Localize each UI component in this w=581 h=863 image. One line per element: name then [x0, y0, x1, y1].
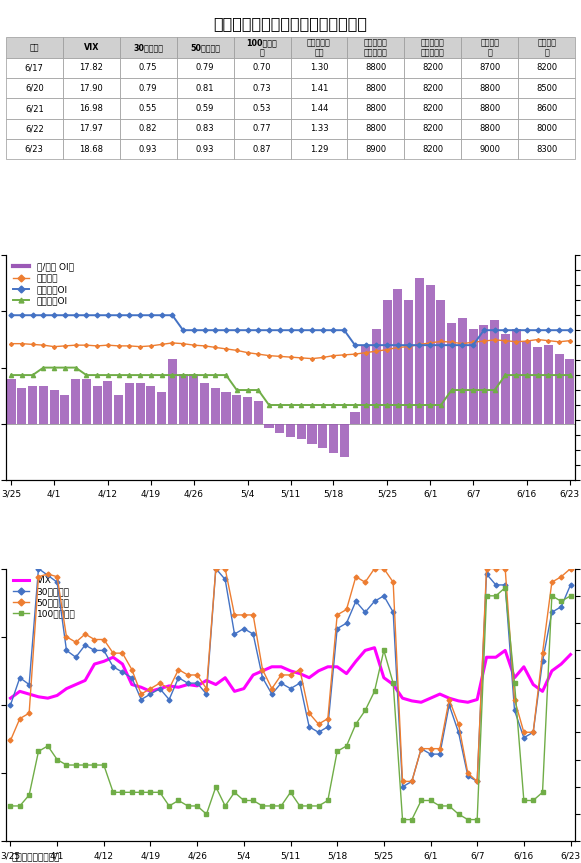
Bar — [393, 289, 403, 424]
Bar — [189, 375, 198, 424]
Bar — [447, 323, 456, 424]
Bar — [522, 341, 532, 424]
Bar — [383, 300, 392, 424]
Bar — [372, 330, 381, 424]
Bar — [49, 390, 59, 424]
Bar — [146, 386, 155, 424]
Bar — [82, 379, 91, 424]
Bar — [318, 424, 327, 449]
Bar — [264, 424, 274, 428]
Legend: 賣/買權 OI比, 加權指數, 買權最大OI, 賣權最大OI: 賣/買權 OI比, 加權指數, 買權最大OI, 賣權最大OI — [10, 260, 76, 308]
Bar — [479, 325, 489, 424]
Text: 選擇權波動率指數與賣買權未平仓比: 選擇權波動率指數與賣買權未平仓比 — [213, 16, 368, 31]
Bar — [232, 394, 241, 424]
Bar — [361, 345, 370, 424]
Bar — [533, 348, 542, 424]
Text: 統一期貨研究科製作: 統一期貨研究科製作 — [12, 854, 60, 862]
Bar — [490, 320, 499, 424]
Bar — [200, 383, 209, 424]
Bar — [511, 330, 521, 424]
Bar — [415, 278, 424, 424]
Bar — [157, 393, 166, 424]
Bar — [404, 300, 413, 424]
Bar — [458, 318, 467, 424]
Bar — [243, 397, 252, 424]
Bar — [71, 379, 80, 424]
Bar — [103, 381, 113, 424]
Bar — [125, 383, 134, 424]
Bar — [168, 359, 177, 424]
Bar — [565, 359, 575, 424]
Bar — [135, 383, 145, 424]
Bar — [39, 386, 48, 424]
Bar — [92, 386, 102, 424]
Bar — [211, 387, 220, 424]
Bar — [340, 424, 349, 457]
Bar — [286, 424, 295, 438]
Bar — [28, 386, 37, 424]
Bar — [6, 379, 16, 424]
Bar — [307, 424, 317, 444]
Bar — [544, 345, 553, 424]
Bar — [254, 401, 263, 424]
Bar — [554, 354, 564, 424]
Bar — [178, 375, 188, 424]
Bar — [426, 285, 435, 424]
Legend: VIX, 30日百分位, 50日百分位, 100日百分位: VIX, 30日百分位, 50日百分位, 100日百分位 — [10, 573, 78, 621]
Bar — [329, 424, 338, 453]
Bar — [468, 330, 478, 424]
Bar — [297, 424, 306, 439]
Bar — [436, 300, 446, 424]
Bar — [350, 413, 360, 424]
Bar — [17, 387, 27, 424]
Bar — [114, 394, 123, 424]
Bar — [221, 393, 231, 424]
Bar — [275, 424, 284, 432]
Bar — [60, 394, 70, 424]
Bar — [501, 334, 510, 424]
